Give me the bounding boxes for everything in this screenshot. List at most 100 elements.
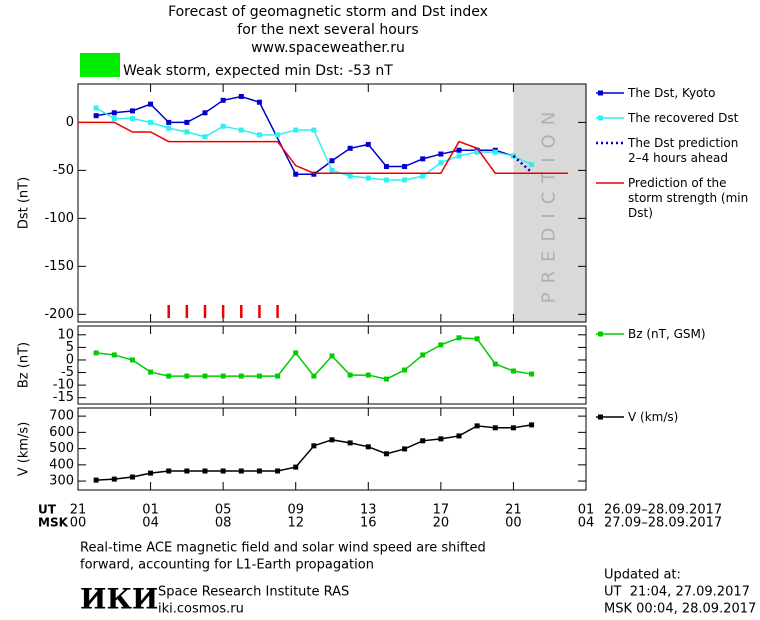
y-axis-label: Dst (nT)	[17, 177, 32, 229]
point	[474, 149, 480, 155]
y-tick-label: -200	[44, 307, 74, 322]
point	[347, 440, 353, 446]
legend-swatch	[596, 331, 624, 337]
plot-frame	[77, 407, 587, 491]
legend-entry: The Dst prediction 2–4 hours ahead	[596, 136, 756, 166]
point	[202, 110, 208, 116]
x-tick-label-msk: 04	[142, 516, 159, 531]
point	[365, 444, 371, 450]
series-line	[78, 121, 568, 174]
point	[492, 361, 498, 367]
legend-entry: Prediction of the storm strength (min Ds…	[596, 176, 756, 221]
point	[166, 125, 172, 131]
prediction-region	[513, 84, 586, 322]
y-axis-label: Bz (nT)	[17, 342, 32, 388]
legend-label: Bz (nT, GSM)	[628, 327, 706, 341]
point	[456, 147, 462, 153]
point	[184, 373, 190, 379]
point	[456, 335, 462, 341]
point	[111, 476, 117, 482]
updated-line: UT 21:04, 27.09.2017	[604, 585, 750, 600]
point	[420, 173, 426, 179]
point	[293, 127, 299, 133]
point	[492, 149, 498, 155]
point	[238, 127, 244, 133]
legend-swatch	[596, 90, 624, 96]
point	[184, 468, 190, 474]
point	[256, 132, 262, 138]
point	[275, 132, 281, 138]
legend: The Dst, Kyoto The recovered Dst The Dst p…	[596, 86, 756, 221]
x-tick-label-msk: 08	[215, 516, 232, 531]
point	[293, 464, 299, 470]
point	[529, 162, 535, 168]
point	[148, 119, 154, 125]
point	[365, 175, 371, 181]
x-tick-label: 01	[142, 503, 159, 518]
point	[148, 470, 154, 476]
point	[438, 342, 444, 348]
legend-swatch	[596, 115, 624, 121]
storm-box	[80, 53, 120, 77]
point	[93, 113, 99, 119]
point	[383, 177, 389, 183]
point	[129, 357, 135, 363]
y-tick-label: -50	[53, 163, 74, 178]
point	[275, 468, 281, 474]
point	[347, 173, 353, 179]
legend-label: The Dst prediction 2–4 hours ahead	[628, 136, 739, 165]
institute: Space Research Institute RAS	[158, 585, 349, 600]
point	[438, 436, 444, 442]
point	[474, 423, 480, 429]
panel: PREDICTION 0 -50 -100 -150 -200 Dst (nT)	[17, 83, 587, 323]
point	[93, 105, 99, 111]
y-axis-label: V (km/s)	[17, 422, 32, 477]
point	[438, 151, 444, 157]
point	[420, 438, 426, 444]
point	[256, 373, 262, 379]
point	[383, 451, 389, 457]
point	[456, 433, 462, 439]
point	[329, 437, 335, 443]
point	[148, 101, 154, 107]
point	[220, 97, 226, 103]
logo: ИКИ	[80, 583, 158, 616]
y-tick-label: 10	[57, 327, 74, 342]
point	[238, 468, 244, 474]
point	[256, 99, 262, 105]
legend-marker	[598, 90, 603, 96]
prediction-label: PREDICTION	[539, 103, 560, 303]
legend-marker	[598, 414, 603, 420]
note-line: Real-time ACE magnetic field and solar w…	[80, 541, 486, 556]
point	[329, 158, 335, 164]
legend-label: Prediction of the storm strength (min Ds…	[628, 176, 749, 220]
point	[111, 116, 117, 122]
y-tick-label: 0	[66, 352, 74, 367]
legend: V (km/s)	[596, 410, 756, 425]
point	[329, 353, 335, 359]
point	[256, 468, 262, 474]
point	[365, 141, 371, 147]
legend-label: V (km/s)	[628, 410, 679, 424]
y-tick-label: 300	[49, 474, 74, 489]
point	[93, 477, 99, 483]
x-tick-label-msk: 04	[578, 516, 595, 531]
legend-swatch	[596, 414, 624, 420]
point	[383, 376, 389, 382]
legend-marker	[598, 331, 603, 337]
updated-line: Updated at:	[604, 568, 681, 583]
point	[220, 373, 226, 379]
y-tick-label: -15	[53, 390, 74, 405]
point	[148, 369, 154, 375]
point	[402, 367, 408, 373]
point	[293, 171, 299, 177]
date-range: 26.09–28.09.2017	[604, 503, 722, 518]
point	[311, 171, 317, 177]
point	[510, 425, 516, 431]
point	[293, 350, 299, 356]
point	[93, 350, 99, 356]
point	[166, 119, 172, 125]
legend-swatch	[596, 141, 624, 145]
